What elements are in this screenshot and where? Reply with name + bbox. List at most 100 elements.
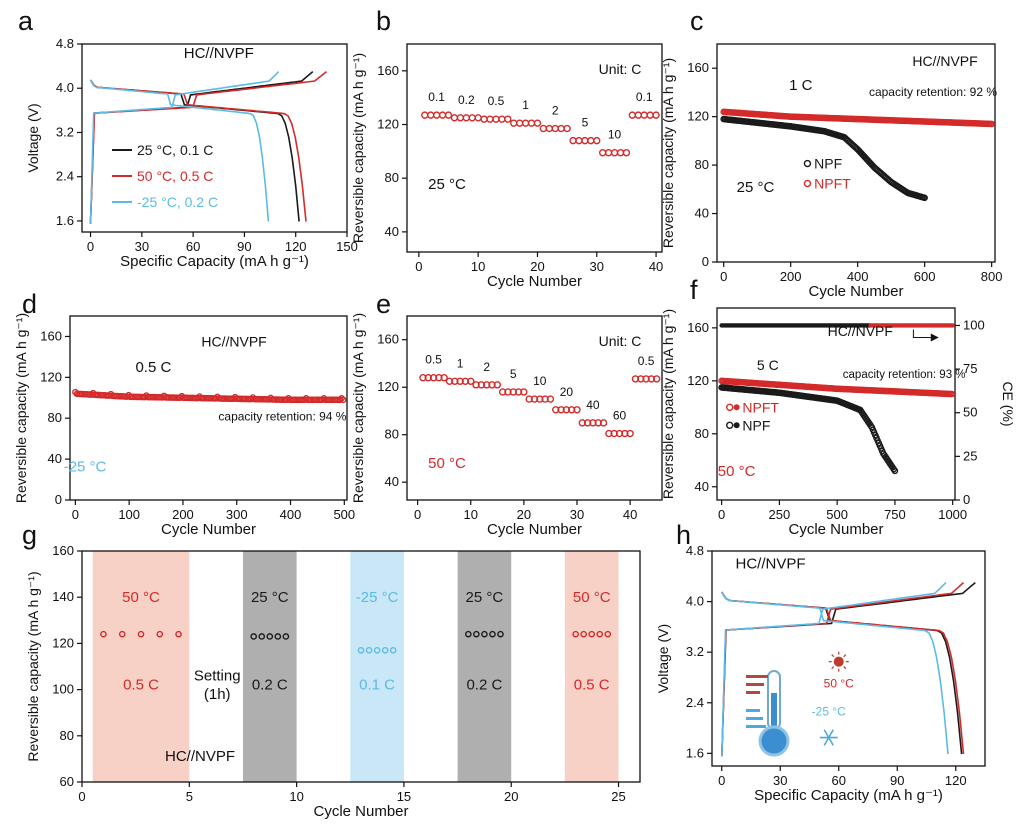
x-tick-label: 0 xyxy=(415,259,422,274)
x-tick-label: 5 xyxy=(186,789,193,804)
retention-annotation: capacity retention: 94 % xyxy=(218,409,346,423)
thermometer-bulb xyxy=(758,725,790,757)
data-point xyxy=(489,630,496,638)
x-tick-label: 0 xyxy=(72,507,79,522)
plot-frame xyxy=(406,315,663,501)
snowflake-icon xyxy=(819,729,838,746)
sun-ray xyxy=(843,654,847,658)
rate-label: 2 xyxy=(483,360,490,374)
y-tick-label: 160 xyxy=(52,543,74,558)
segment-rate: 0.5 C xyxy=(574,677,610,694)
data-point xyxy=(575,136,583,145)
data-point xyxy=(480,115,488,123)
x-tick-label: 20 xyxy=(504,789,518,804)
segment-rate: 0.1 C xyxy=(359,677,395,694)
npf-point xyxy=(921,194,928,202)
axis-arrow xyxy=(912,329,931,338)
y-axis-label: Voltage (V) xyxy=(25,103,41,172)
data-point xyxy=(450,114,459,122)
data-point xyxy=(493,381,502,389)
x-tick-label: 200 xyxy=(780,269,802,284)
x-tick-label: 30 xyxy=(570,507,584,522)
rate-label: 60 xyxy=(613,409,627,423)
plot-frame xyxy=(81,43,348,233)
sun-core xyxy=(833,656,844,667)
y-tick-label: 120 xyxy=(687,373,709,388)
panel-letter: f xyxy=(690,275,698,305)
panel-b: b 0 10 20 30 40 40 80 120 160 Cycle Number Reversib… xyxy=(350,6,663,290)
data-point xyxy=(652,111,660,119)
data-point xyxy=(604,630,612,638)
data-point xyxy=(432,111,441,119)
data-point xyxy=(616,148,625,157)
panel-letter: g xyxy=(22,520,37,550)
x-axis-label: Cycle Number xyxy=(788,521,883,538)
x-axis-label: Specific Capacity (mA h g⁻¹) xyxy=(120,253,309,270)
data-point xyxy=(474,114,482,122)
y-tick-label: 4.0 xyxy=(686,594,704,609)
rate-label: 0.5 xyxy=(638,354,655,368)
y-tick-label: 160 xyxy=(377,63,399,78)
sun-ray xyxy=(831,666,835,670)
sun-ray xyxy=(843,666,847,670)
data-point xyxy=(250,633,257,640)
rate-label: 2 xyxy=(552,104,559,118)
y-axis-label: Reversible capacity (mA h g⁻¹) xyxy=(350,313,366,503)
x-tick-label: 10 xyxy=(464,507,478,522)
y-tick-label: 0 xyxy=(702,254,709,269)
data-point xyxy=(465,630,472,638)
y-tick-label: 140 xyxy=(52,589,74,604)
retention-annotation: capacity retention: 92 % xyxy=(869,85,997,99)
data-point xyxy=(427,111,435,119)
data-point xyxy=(581,136,589,145)
data-point xyxy=(533,119,542,127)
x-axis-label: Cycle Number xyxy=(161,521,256,538)
data-point xyxy=(118,630,126,638)
x-tick-label: 0 xyxy=(414,507,421,522)
y-tick-label: 40 xyxy=(385,224,399,239)
y2-tick-label: 25 xyxy=(963,448,977,463)
rate-label: 0.5 xyxy=(488,94,505,108)
legend-marker-ce xyxy=(733,422,740,429)
x-tick-label: 120 xyxy=(945,773,967,788)
panel-g: g 0 5 10 15 20 25 60 80 100 120 140 160 Cycle Number R… xyxy=(22,520,641,820)
thermometer-icon xyxy=(746,670,790,757)
legend-marker xyxy=(803,159,812,168)
data-point xyxy=(444,111,453,119)
npft-point xyxy=(336,396,344,404)
data-point xyxy=(545,124,554,133)
hot-label: 50 °C xyxy=(824,677,854,691)
temperature-label: 25 °C xyxy=(737,179,775,196)
snowflake-arm xyxy=(823,729,834,746)
x-axis-label: Cycle Number xyxy=(487,521,582,538)
data-point xyxy=(365,647,373,654)
x-tick-label: 400 xyxy=(280,507,302,522)
data-point xyxy=(569,136,577,145)
data-point xyxy=(598,148,607,157)
panel-d: d 0 100 200 300 400 500 0 40 80 120 160 Cycle Number… xyxy=(13,289,355,538)
x-tick-label: 60 xyxy=(186,239,200,254)
data-point xyxy=(628,111,637,119)
y-tick-label: 160 xyxy=(687,60,709,75)
data-point xyxy=(282,633,290,640)
data-point xyxy=(596,630,604,638)
y-tick-label: 4.8 xyxy=(686,543,704,558)
plot-frame xyxy=(81,550,641,783)
y-tick-label: 120 xyxy=(687,109,709,124)
panel-h: h 0 30 60 90 120 1.6 2.4 3.2 4.0 4.8 Specific Capac… xyxy=(655,520,986,804)
y-tick-label: 0 xyxy=(55,492,62,507)
hot-bar xyxy=(746,691,760,694)
x-tick-label: 0 xyxy=(87,239,94,254)
data-point xyxy=(175,630,182,638)
y-tick-label: 120 xyxy=(52,635,74,650)
data-point xyxy=(580,630,587,638)
x-tick-label: 750 xyxy=(884,507,906,522)
temperature-label: 50 °C xyxy=(718,463,756,480)
unit-annotation: Unit: C xyxy=(599,333,642,349)
data-point xyxy=(557,124,565,133)
data-point xyxy=(646,111,654,119)
segment-temperature: 50 °C xyxy=(122,589,160,606)
legend-label: -25 °C, 0.2 C xyxy=(137,194,218,210)
data-point xyxy=(266,633,274,640)
panel-letter: d xyxy=(22,289,37,319)
